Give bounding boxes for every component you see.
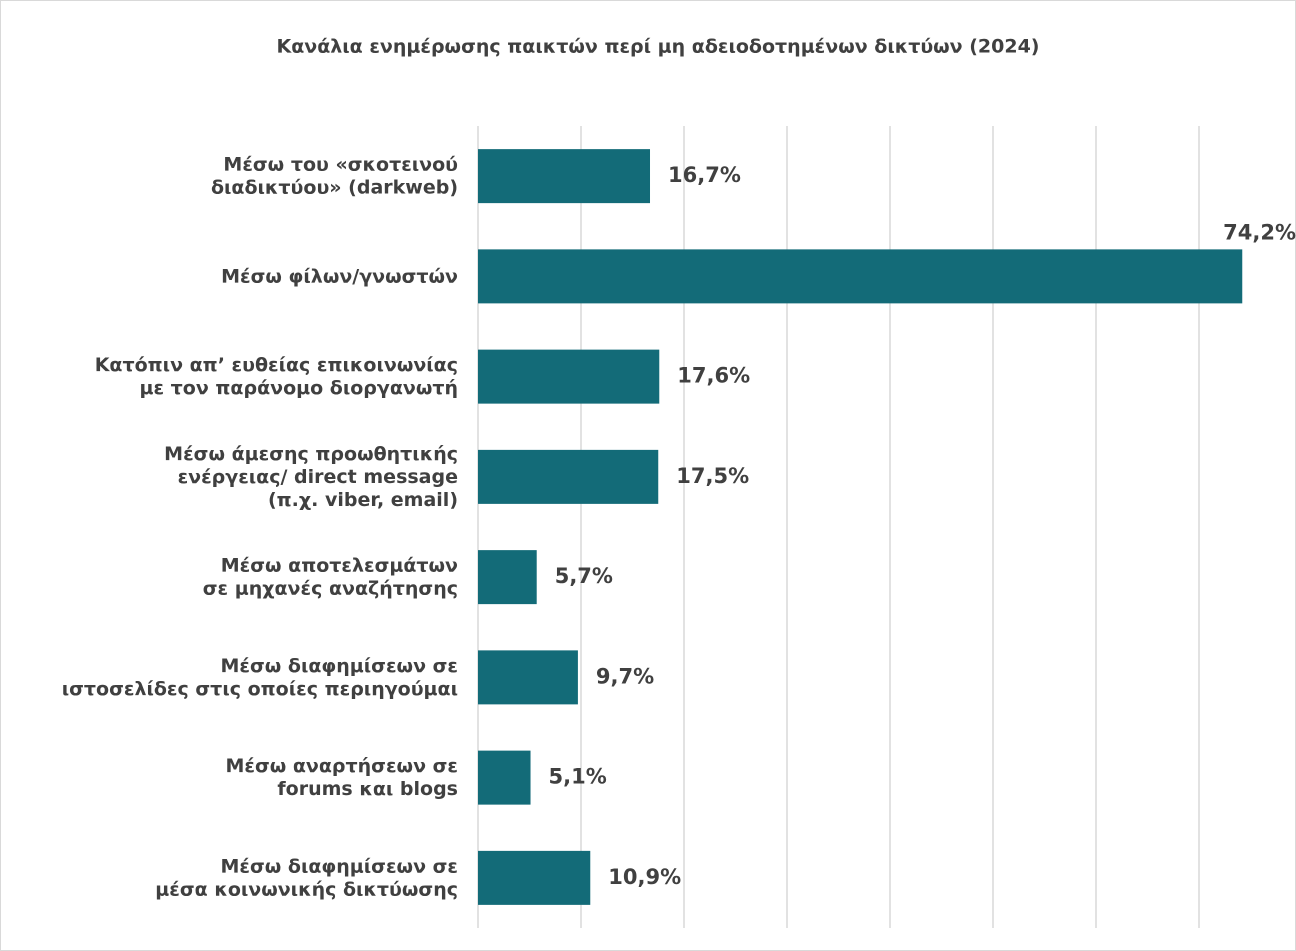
y-tick-label: Μέσω διαφημίσεων σε μέσα κοινωνικής δικτύ…	[155, 855, 458, 900]
y-tick-label: Μέσω αναρτήσεων σε forums και blogs	[225, 755, 458, 800]
data-label: 5,1%	[549, 765, 607, 789]
bar	[478, 550, 537, 605]
bar	[478, 149, 651, 204]
y-tick-label: Μέσω διαφημίσεων σε ιστοσελίδες στις οποί…	[62, 654, 458, 699]
bar	[478, 650, 578, 705]
bar	[478, 850, 591, 905]
bar	[478, 449, 659, 504]
data-label: 17,6%	[677, 364, 750, 388]
y-tick-label: Μέσω του «σκοτεινού διαδικτύου» (darkweb)	[211, 153, 458, 198]
chart-title: Κανάλια ενημέρωσης παικτών περί μη αδειο…	[276, 36, 1039, 58]
y-tick-label: Μέσω αποτελεσμάτων σε μηχανές αναζήτησης	[203, 554, 458, 599]
bar	[478, 249, 1243, 304]
data-label: 16,7%	[668, 163, 741, 187]
data-label: 17,5%	[676, 464, 749, 488]
y-tick-label: Μέσω φίλων/γνωστών	[221, 265, 458, 287]
y-tick-label: Κατόπιν απ’ ευθείας επικοινωνίας με τον π…	[95, 354, 458, 399]
y-tick-label: Μέσω άμεσης προωθητικής ενέργειας/ direct…	[164, 442, 458, 510]
data-label: 5,7%	[555, 564, 613, 588]
data-label: 10,9%	[608, 865, 681, 889]
data-label: 9,7%	[596, 664, 654, 688]
bar	[478, 349, 660, 404]
bar	[478, 750, 531, 805]
data-label: 74,2%	[1223, 220, 1296, 244]
